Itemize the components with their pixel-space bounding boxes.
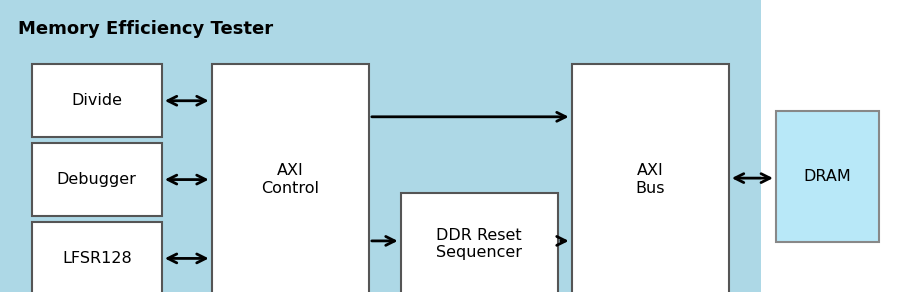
Bar (212, 64, 369, 292)
Bar (572, 64, 729, 292)
Text: Memory Efficiency Tester: Memory Efficiency Tester (18, 20, 273, 39)
Text: DRAM: DRAM (804, 169, 851, 184)
Text: Divide: Divide (71, 93, 122, 108)
Bar (400, 193, 558, 292)
Bar (0, 0, 760, 292)
Bar (776, 111, 879, 242)
Text: AXI
Control: AXI Control (261, 164, 320, 196)
Text: DDR Reset
Sequencer: DDR Reset Sequencer (436, 228, 522, 260)
Text: LFSR128: LFSR128 (62, 251, 131, 266)
Text: AXI
Bus: AXI Bus (635, 164, 665, 196)
Bar (32, 222, 162, 292)
Bar (32, 143, 162, 216)
Bar (32, 64, 162, 137)
Bar (760, 0, 900, 292)
Text: Debugger: Debugger (57, 172, 137, 187)
